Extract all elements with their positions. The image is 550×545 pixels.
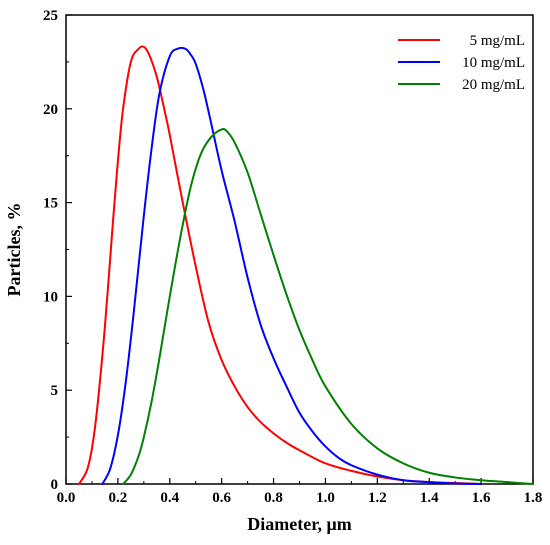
x-tick-label: 0.8 — [264, 490, 283, 506]
x-tick-label: 0.2 — [109, 490, 128, 506]
x-tick-label: 0.4 — [160, 490, 179, 506]
y-tick-label: 10 — [43, 289, 58, 305]
y-axis-label: Particles, % — [4, 203, 24, 297]
x-tick-label: 1.4 — [420, 490, 439, 506]
legend: 5 mg/mL 10 mg/mL 20 mg/mL — [398, 33, 525, 93]
x-tick-label: 1.0 — [316, 490, 335, 506]
y-tick-label: 20 — [43, 102, 58, 118]
x-tick-label: 1.8 — [524, 490, 543, 506]
x-tick-label: 1.2 — [368, 490, 387, 506]
legend-label-2: 20 mg/mL — [462, 77, 525, 93]
y-tick-label: 25 — [43, 8, 58, 24]
legend-label-0: 5 mg/mL — [470, 33, 525, 49]
y-tick-label: 15 — [43, 196, 58, 212]
y-tick-label: 0 — [51, 477, 59, 493]
x-axis-ticks: 0.0 0.2 0.4 0.6 0.8 1.0 1.2 1.4 1.6 1.8 — [57, 478, 543, 506]
y-axis-ticks: 0 5 10 15 20 25 — [43, 8, 72, 493]
series-layer — [77, 45, 534, 485]
x-tick-label: 0.6 — [212, 490, 231, 506]
x-axis-label: Diameter, μm — [247, 514, 352, 534]
series-line-2 — [122, 128, 534, 485]
series-line-1 — [101, 46, 483, 485]
x-tick-label: 1.6 — [472, 490, 491, 506]
x-tick-label: 0.0 — [57, 490, 76, 506]
legend-label-1: 10 mg/mL — [462, 55, 525, 71]
y-tick-label: 5 — [51, 383, 59, 399]
